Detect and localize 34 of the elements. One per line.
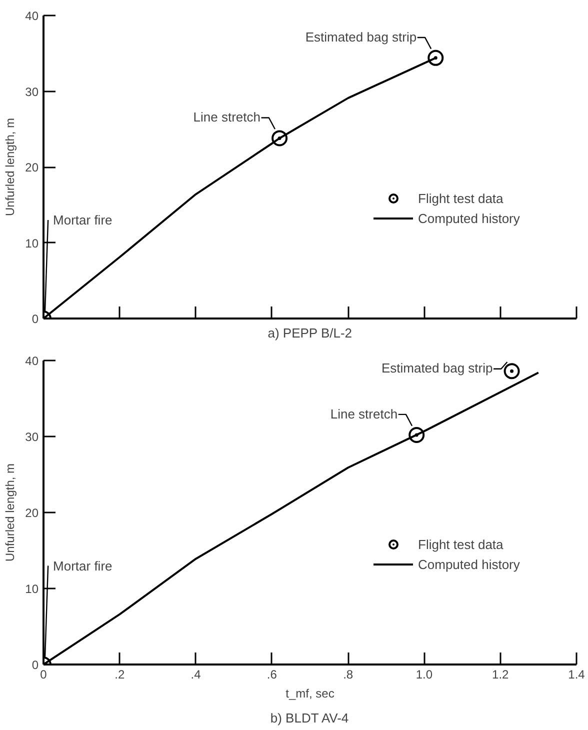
x-tick-label: .8 [343, 668, 354, 682]
x-tick-label: 1.0 [416, 668, 433, 682]
y-axis-title: Unfurled length, m [3, 463, 18, 562]
y-tick-label: 40 [25, 9, 39, 23]
y-tick-label: 20 [25, 160, 39, 174]
y-tick-label: 10 [25, 236, 39, 250]
y-tick-label: 40 [25, 354, 39, 368]
x-tick-label: 1.4 [568, 668, 586, 682]
text: a) PEPP B/L-2 [268, 326, 352, 340]
annotation: Line stretch [330, 406, 398, 422]
y-tick-label: 10 [25, 582, 39, 596]
legend-label: Flight test data [418, 190, 504, 206]
y-tick-label: 30 [25, 84, 39, 99]
x-tick-label: .6 [266, 668, 278, 682]
x-tick-label: 1.2 [492, 668, 510, 682]
legend-label: Computed history [418, 210, 520, 226]
text: b) BLDT AV-4 [270, 710, 349, 726]
y-tick-label: 0 [32, 312, 39, 326]
annotation: Estimated bag strip [381, 360, 493, 376]
y-tick-label: 20 [25, 506, 39, 520]
y-axis-title: Unfurled length, m [3, 118, 18, 216]
x-tick-label: .2 [114, 668, 125, 682]
annotation: Estimated bag strip [305, 29, 417, 44]
y-tick-label: 0 [32, 658, 39, 672]
annotation: Mortar fire [53, 212, 112, 228]
point [504, 363, 520, 380]
annotation: Line stretch [193, 110, 261, 125]
y-tick-label: 30 [25, 430, 39, 444]
x-axis-title: t_mf, sec [286, 686, 334, 700]
legend-label: Computed history [418, 556, 520, 572]
annotation: Mortar fire [53, 558, 112, 574]
legend-label: Flight test data [418, 536, 504, 552]
x-tick-label: 0 [40, 668, 48, 682]
x-tick-label: .4 [190, 668, 202, 682]
